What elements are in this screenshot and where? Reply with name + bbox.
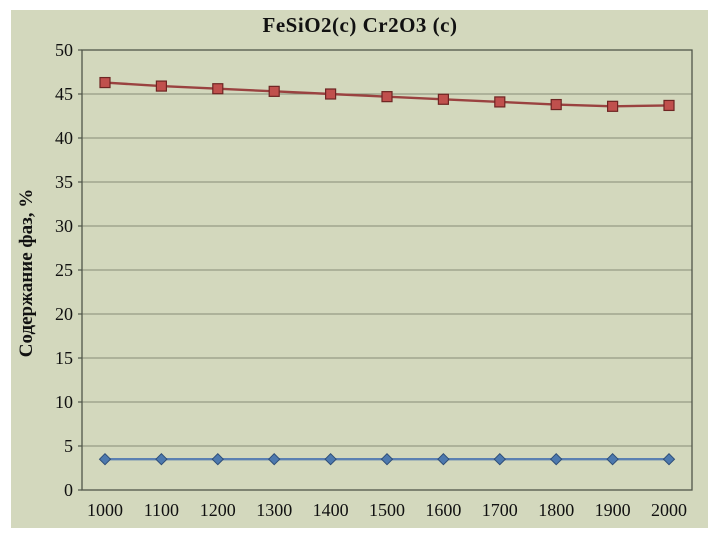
diamond-marker	[493, 452, 507, 466]
y-tick-label: 45	[55, 84, 73, 104]
x-tick-label: 1700	[482, 500, 518, 520]
y-tick-label: 10	[55, 392, 73, 412]
diamond-marker	[549, 452, 563, 466]
diamond-marker	[155, 452, 168, 466]
square-marker	[494, 96, 506, 108]
x-tick-label: 1000	[87, 500, 123, 520]
x-tick-label: 1100	[144, 500, 179, 520]
y-tick-label: 40	[55, 128, 73, 148]
y-tick-label: 15	[55, 348, 73, 368]
square-marker	[99, 76, 111, 89]
diamond-marker	[437, 452, 450, 466]
diamond-marker	[324, 452, 337, 466]
y-tick-label: 50	[55, 40, 73, 60]
square-marker	[212, 83, 224, 95]
square-marker	[325, 88, 337, 100]
x-tick-label: 1200	[200, 500, 236, 520]
y-tick-label: 35	[55, 172, 73, 192]
chart-title: FeSiO2(c) Cr2O3 (c)	[262, 13, 458, 37]
x-tick-label: 1500	[369, 500, 405, 520]
y-tick-label: 5	[64, 436, 73, 456]
square-marker	[155, 80, 167, 92]
square-marker	[437, 93, 449, 105]
square-marker	[550, 98, 562, 111]
diamond-marker	[606, 452, 619, 466]
x-tick-label: 2000	[651, 500, 687, 520]
x-tick-label: 1800	[538, 500, 574, 520]
square-marker	[663, 99, 675, 112]
diamond-marker	[211, 452, 225, 466]
y-tick-label: 20	[55, 304, 73, 324]
diamond-marker	[98, 452, 112, 466]
x-tick-label: 1900	[595, 500, 631, 520]
diamond-marker	[662, 452, 676, 466]
y-tick-label: 0	[64, 480, 73, 500]
y-tick-label: 25	[55, 260, 73, 280]
diamond-marker	[380, 452, 394, 466]
diamond-marker	[267, 452, 281, 466]
square-marker	[268, 85, 280, 97]
y-tick-label: 30	[55, 216, 73, 236]
square-marker	[606, 100, 619, 112]
x-tick-label: 1400	[313, 500, 349, 520]
square-marker	[381, 91, 393, 103]
x-tick-label: 1300	[256, 500, 292, 520]
x-tick-label: 1600	[425, 500, 461, 520]
